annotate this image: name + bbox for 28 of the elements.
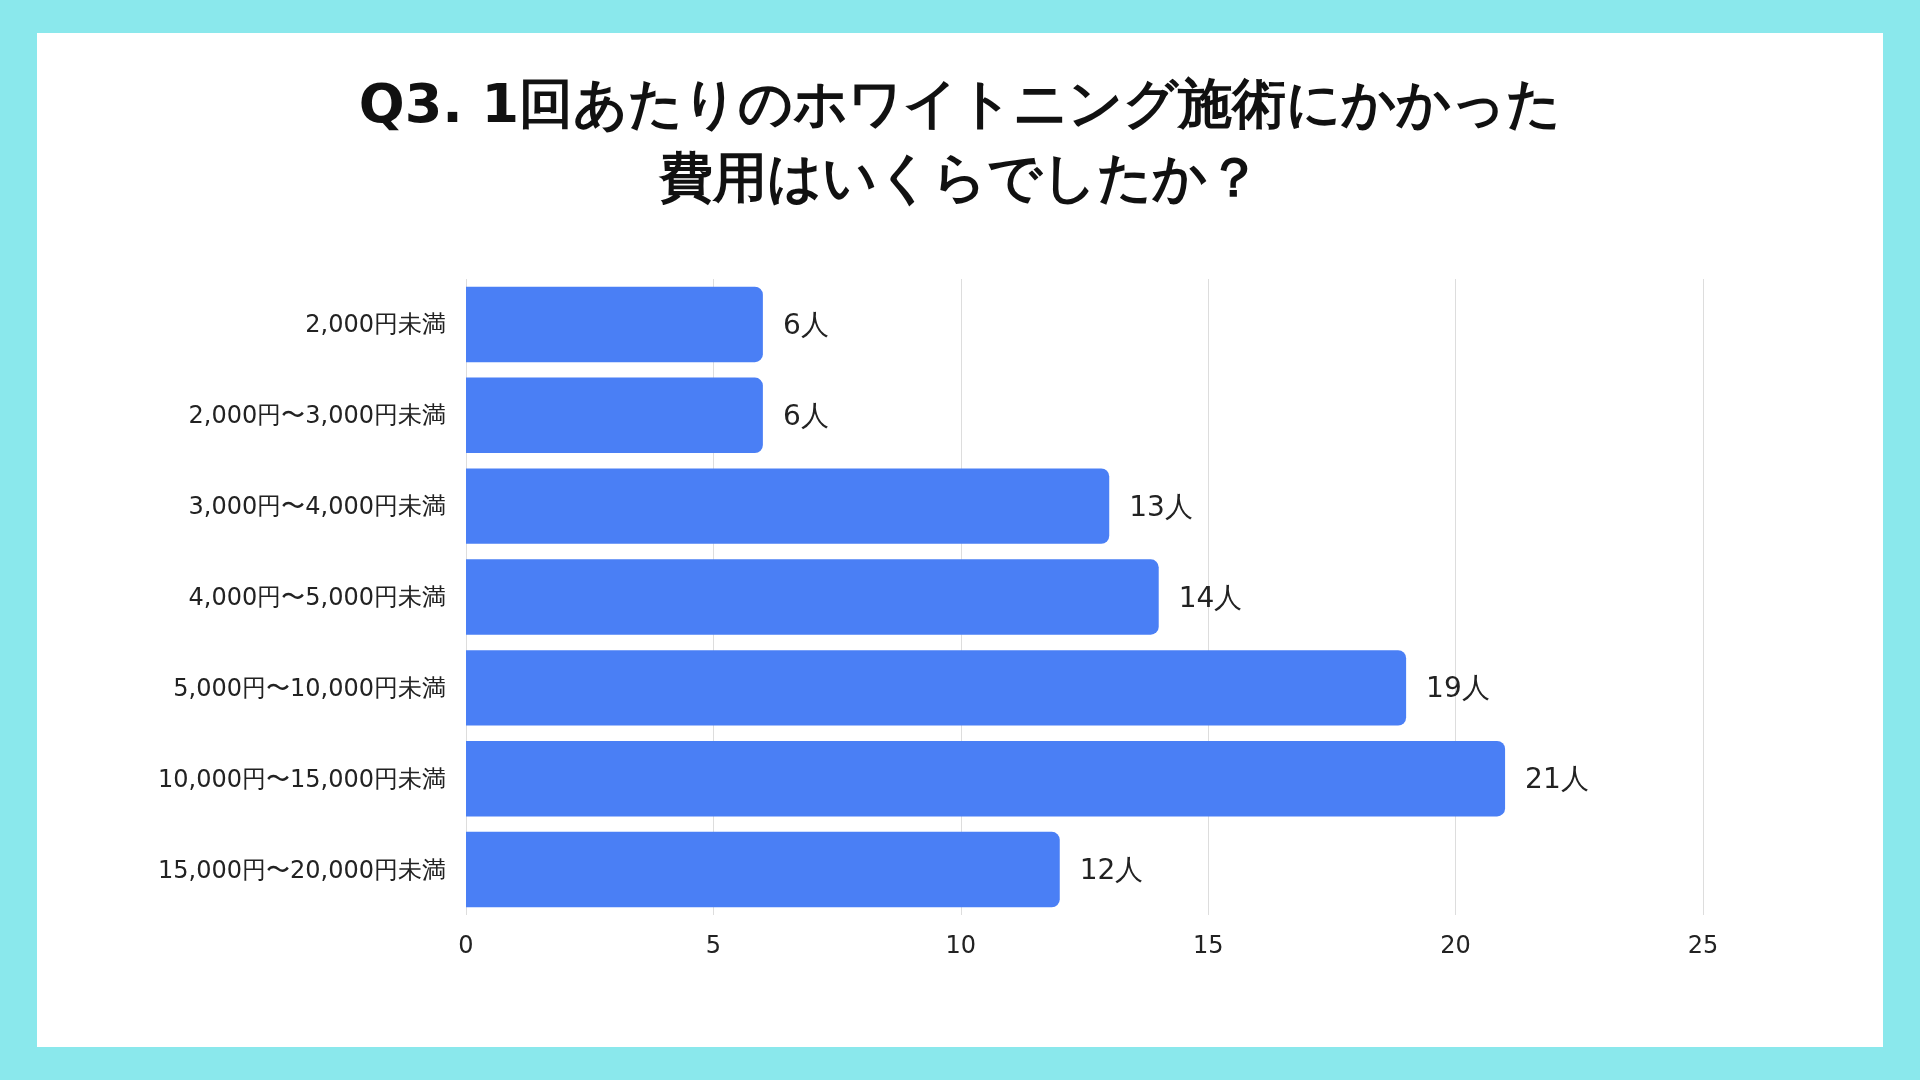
data-label: 6人: [782, 307, 829, 341]
y-tick-label: 10,000円〜15,000円未満: [158, 764, 446, 793]
y-tick-label: 2,000円未満: [305, 310, 446, 339]
bar: [466, 650, 1407, 726]
data-label: 13人: [1129, 489, 1193, 523]
x-tick-label: 10: [945, 931, 977, 959]
y-tick-label: 3,000円〜4,000円未満: [188, 492, 446, 521]
y-tick-label: 2,000円〜3,000円未満: [188, 401, 446, 430]
x-tick-label: 0: [458, 931, 474, 959]
bar: [466, 831, 1060, 908]
x-tick-label: 5: [705, 931, 722, 959]
bar: [466, 559, 1159, 635]
data-label: 19人: [1426, 671, 1490, 705]
data-label: 21人: [1525, 762, 1589, 796]
y-tick-label: 15,000円〜20,000円未満: [158, 855, 446, 884]
x-tick-label: 25: [1687, 931, 1719, 959]
chart-title: Q3. 1回あたりのホワイトニング施術にかかった費用はいくらでしたか？: [358, 71, 1562, 209]
bar: [466, 468, 1110, 544]
data-label: 14人: [1178, 580, 1243, 614]
y-tick-label: 4,000円〜5,000円未満: [188, 583, 446, 611]
x-tick-label: 20: [1440, 931, 1471, 959]
y-tick-label: 5,000円〜10,000円未満: [173, 673, 446, 702]
bar: [466, 377, 763, 453]
data-label: 6人: [782, 398, 829, 432]
data-label: 12人: [1079, 853, 1144, 887]
bar: [466, 286, 763, 363]
bar: [466, 741, 1506, 817]
x-tick-label: 15: [1192, 931, 1224, 959]
